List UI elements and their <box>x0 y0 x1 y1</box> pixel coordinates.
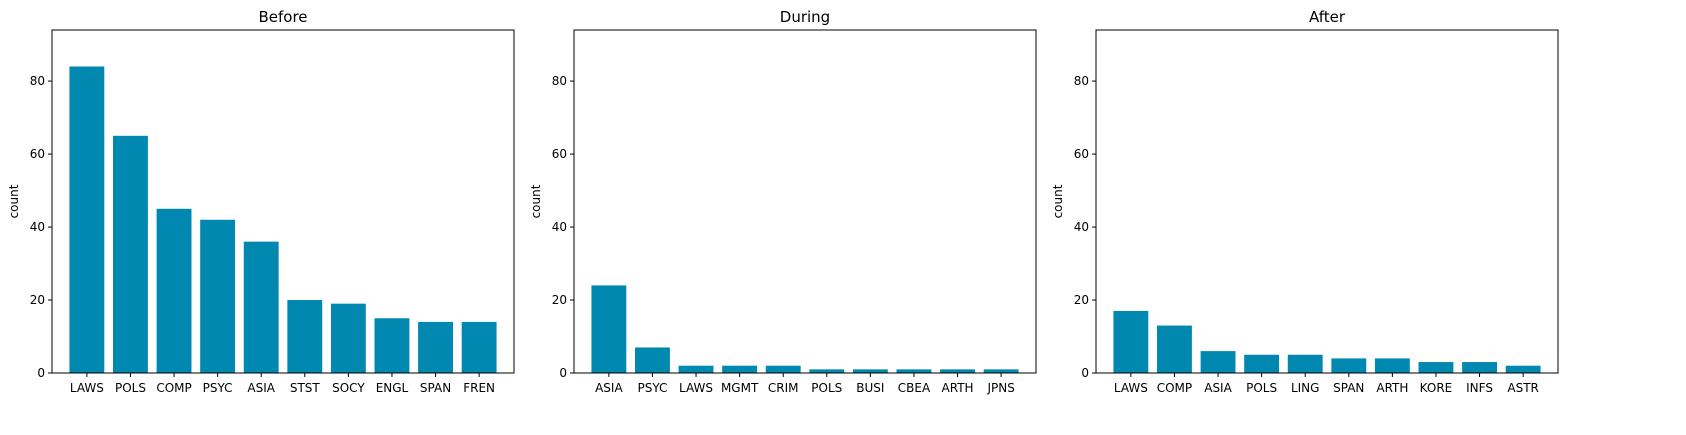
bar-astr <box>1505 365 1541 373</box>
bar-mgmt <box>722 365 758 373</box>
y-tick-label: 20 <box>552 293 567 307</box>
x-tick-label: POLS <box>811 381 842 395</box>
bar-comp <box>1157 325 1192 373</box>
bar-arth <box>940 369 975 373</box>
subplot-before: Before count LAWS POLS COMP PSYC ASIA STST SOCY E… <box>7 8 515 395</box>
bar-comp <box>156 208 192 373</box>
bar-span <box>1331 358 1367 373</box>
y-tick-label: 0 <box>1081 366 1089 380</box>
x-tick-label: STST <box>290 381 321 395</box>
y-axis-label: count <box>7 184 21 218</box>
bar-socy <box>330 303 366 373</box>
chart-title: Before <box>258 8 307 26</box>
bar-crim <box>765 365 801 373</box>
x-tick-label: COMP <box>1157 381 1192 395</box>
x-tick-label: BUSI <box>856 381 884 395</box>
bar-pols <box>1244 354 1280 373</box>
subplot-after: After count LAWS COMP ASIA POLS LING SPAN ARTH KO… <box>1051 8 1559 395</box>
x-tick-label: SOCY <box>332 381 365 395</box>
bar-busi <box>852 369 888 373</box>
y-tick-label: 20 <box>1074 293 1089 307</box>
y-tick-label: 40 <box>30 220 45 234</box>
y-axis-label: count <box>1051 184 1065 218</box>
bar-laws <box>678 365 714 373</box>
x-tick-label: LAWS <box>70 381 104 395</box>
x-tick-label: LING <box>1291 381 1320 395</box>
x-tick-label: KORE <box>1420 381 1453 395</box>
x-tick-label: LAWS <box>1114 381 1148 395</box>
bar-psyc <box>200 219 236 373</box>
plot-frame <box>1095 29 1559 374</box>
chart-title: During <box>780 8 830 26</box>
x-tick-label: PSYC <box>637 381 667 395</box>
y-tick-label: 40 <box>1074 220 1089 234</box>
x-tick-label: ARTH <box>942 381 974 395</box>
x-tick-label: POLS <box>1246 381 1277 395</box>
bar-pols <box>113 135 148 373</box>
bar-kore <box>1418 362 1454 373</box>
x-tick-label: ENGL <box>376 381 409 395</box>
x-tick-label: ASIA <box>595 381 623 395</box>
x-tick-label: MGMT <box>721 381 759 395</box>
bar-asia <box>1200 351 1236 373</box>
y-axis-label: count <box>529 184 543 218</box>
x-tick-label: CRIM <box>768 381 799 395</box>
x-tick-label: LAWS <box>679 381 713 395</box>
bar-cbea <box>896 369 932 373</box>
bar-psyc <box>635 347 670 373</box>
y-tick-label: 60 <box>1074 147 1089 161</box>
bar-laws <box>69 66 105 373</box>
plot-frame <box>51 29 515 374</box>
y-tick-label: 80 <box>552 74 567 88</box>
subplot-during: During count ASIA PSYC LAWS MGMT CRIM POLS BUSI C… <box>529 8 1037 395</box>
x-tick-label: PSYC <box>203 381 233 395</box>
bar-ling <box>1287 354 1323 373</box>
bar-fren <box>461 321 497 373</box>
x-tick-label: JPNS <box>986 381 1014 395</box>
y-tick-label: 60 <box>30 147 45 161</box>
y-tick-label: 0 <box>37 366 45 380</box>
x-tick-label: INFS <box>1466 381 1493 395</box>
bar-stst <box>287 300 323 373</box>
y-tick-label: 40 <box>552 220 567 234</box>
x-tick-label: SPAN <box>420 381 451 395</box>
bar-asia <box>591 285 627 373</box>
x-tick-label: COMP <box>156 381 191 395</box>
y-tick-label: 20 <box>30 293 45 307</box>
y-tick-label: 0 <box>559 366 567 380</box>
x-tick-label: FREN <box>463 381 495 395</box>
bar-asia <box>243 241 279 373</box>
bar-arth <box>1374 358 1410 373</box>
x-tick-label: SPAN <box>1333 381 1364 395</box>
bar-span <box>418 321 453 373</box>
bar-engl <box>374 318 410 373</box>
x-tick-label: CBEA <box>898 381 931 395</box>
x-tick-label: ASIA <box>247 381 275 395</box>
bar-laws <box>1113 310 1149 373</box>
x-tick-label: ASTR <box>1507 381 1539 395</box>
y-tick-label: 60 <box>552 147 567 161</box>
chart-title: After <box>1309 8 1346 26</box>
x-tick-label: ARTH <box>1376 381 1408 395</box>
x-tick-label: ASIA <box>1204 381 1232 395</box>
bar-jpns <box>983 369 1019 373</box>
plot-frame <box>573 29 1037 374</box>
y-tick-label: 80 <box>30 74 45 88</box>
bar-pols <box>809 369 845 373</box>
bar-infs <box>1462 362 1497 373</box>
x-tick-label: POLS <box>115 381 146 395</box>
y-tick-label: 80 <box>1074 74 1089 88</box>
